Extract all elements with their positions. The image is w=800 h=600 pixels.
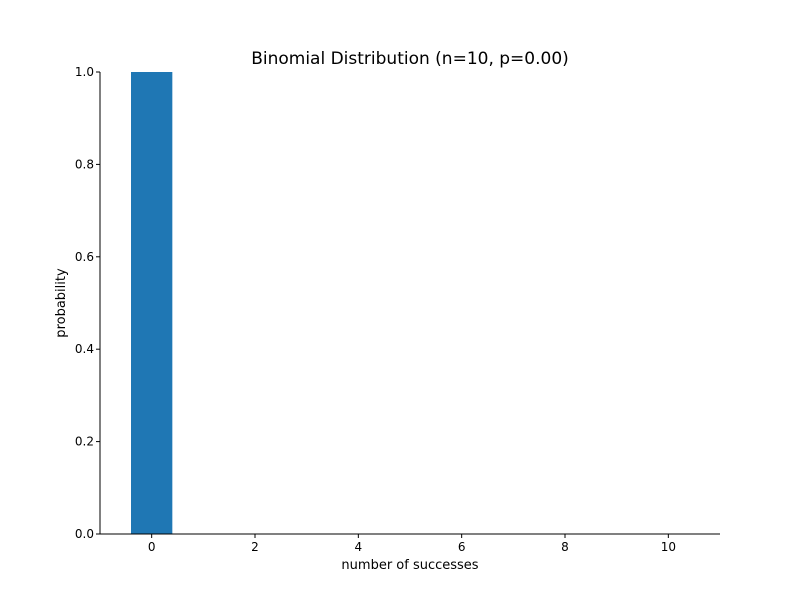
- x-axis-label: number of successes: [341, 558, 478, 573]
- y-tick-label: 1.0: [75, 65, 94, 79]
- y-axis-label: probability: [54, 268, 69, 338]
- y-tick-label: 0.4: [75, 342, 94, 356]
- x-tick-label: 10: [661, 540, 676, 554]
- x-ticks: 0 2 4 6 8 10: [148, 534, 676, 554]
- y-tick-label: 0.2: [75, 435, 94, 449]
- y-tick-label: 0.0: [75, 527, 94, 541]
- bars-group: [131, 72, 173, 534]
- x-tick-label: 2: [251, 540, 259, 554]
- x-tick-label: 8: [561, 540, 569, 554]
- chart-title: Binomial Distribution (n=10, p=0.00): [251, 49, 569, 69]
- x-tick-label: 0: [148, 540, 156, 554]
- y-tick-label: 0.8: [75, 157, 94, 171]
- y-ticks: 0.0 0.2 0.4 0.6 0.8 1.0: [75, 65, 100, 541]
- x-tick-label: 4: [355, 540, 363, 554]
- bar-0: [131, 72, 173, 534]
- y-tick-label: 0.6: [75, 250, 94, 264]
- x-tick-label: 6: [458, 540, 466, 554]
